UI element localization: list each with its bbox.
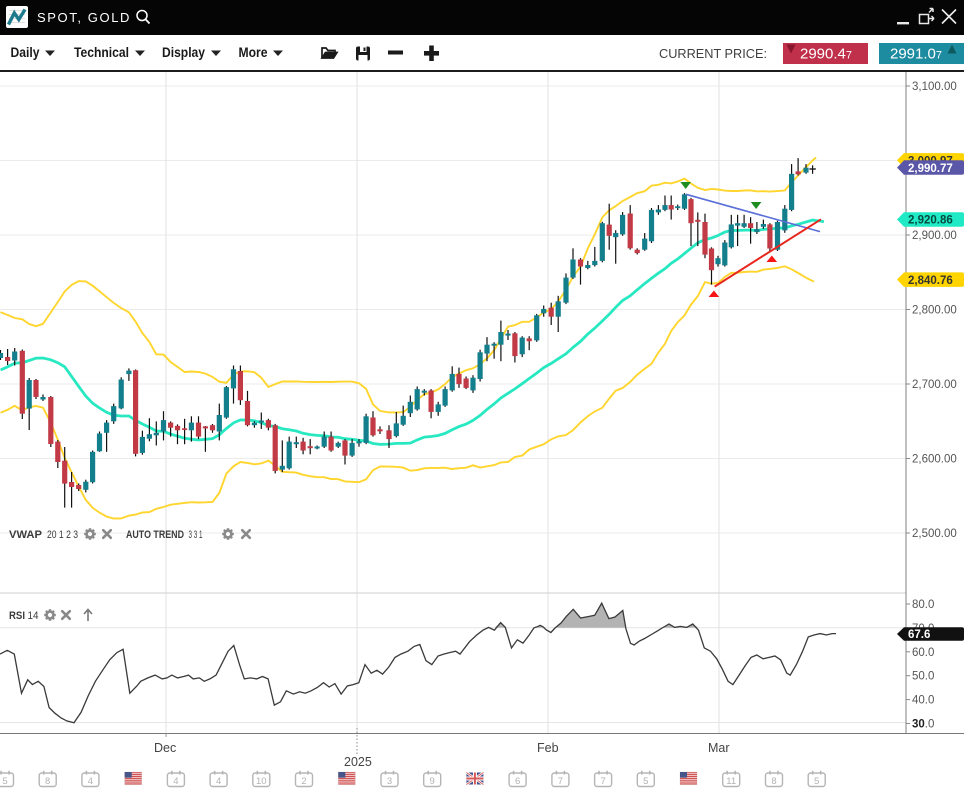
svg-text:2025: 2025 <box>344 755 372 769</box>
svg-text:8: 8 <box>45 776 50 787</box>
svg-text:2,600.00: 2,600.00 <box>912 454 957 466</box>
svg-text:3,100.00: 3,100.00 <box>912 81 957 93</box>
svg-text:50.0: 50.0 <box>912 671 934 683</box>
svg-text:5: 5 <box>2 776 7 787</box>
svg-text:2: 2 <box>301 776 306 787</box>
svg-text:2,800.00: 2,800.00 <box>912 305 957 317</box>
svg-text:2990.47: 2990.47 <box>800 46 852 63</box>
svg-text:RSI: RSI <box>9 610 25 622</box>
svg-text:VWAP: VWAP <box>9 529 42 541</box>
svg-text:CURRENT PRICE:: CURRENT PRICE: <box>659 46 767 61</box>
svg-text:4: 4 <box>216 776 221 787</box>
svg-text:20 1 2 3: 20 1 2 3 <box>47 529 78 541</box>
svg-text:Daily: Daily <box>11 45 40 60</box>
svg-text:4: 4 <box>173 776 178 787</box>
svg-text:40.0: 40.0 <box>912 695 934 707</box>
svg-text:SPOT, GOLD: SPOT, GOLD <box>37 10 131 25</box>
svg-text:More: More <box>239 45 268 60</box>
svg-text:7: 7 <box>558 776 563 787</box>
svg-text:2,990.77: 2,990.77 <box>908 163 953 175</box>
svg-text:14: 14 <box>28 610 39 622</box>
svg-text:11: 11 <box>726 776 736 787</box>
svg-text:80.0: 80.0 <box>912 599 934 611</box>
svg-text:8: 8 <box>771 776 776 787</box>
svg-text:Dec: Dec <box>154 741 176 755</box>
svg-text:3 3 1: 3 3 1 <box>189 529 203 541</box>
svg-text:30.0: 30.0 <box>912 719 934 731</box>
svg-text:60.0: 60.0 <box>912 647 934 659</box>
svg-text:2,900.00: 2,900.00 <box>912 230 957 242</box>
svg-text:2991.07: 2991.07 <box>890 46 942 63</box>
svg-text:Mar: Mar <box>708 741 730 755</box>
svg-text:7: 7 <box>600 776 605 787</box>
svg-text:67.6: 67.6 <box>908 629 930 641</box>
svg-text:2,840.76: 2,840.76 <box>908 275 953 287</box>
svg-text:10: 10 <box>256 776 267 787</box>
svg-text:9: 9 <box>430 776 435 787</box>
svg-text:Technical: Technical <box>74 45 129 60</box>
svg-text:2,500.00: 2,500.00 <box>912 528 957 540</box>
svg-text:AUTO TREND: AUTO TREND <box>126 529 184 541</box>
svg-text:5: 5 <box>643 776 648 787</box>
svg-text:2,700.00: 2,700.00 <box>912 379 957 391</box>
svg-text:3: 3 <box>387 776 392 787</box>
svg-text:6: 6 <box>515 776 520 787</box>
svg-text:Feb: Feb <box>537 741 559 755</box>
svg-text:Display: Display <box>162 45 205 60</box>
svg-text:4: 4 <box>88 776 93 787</box>
svg-text:5: 5 <box>814 776 819 787</box>
svg-text:2,920.86: 2,920.86 <box>908 215 953 227</box>
